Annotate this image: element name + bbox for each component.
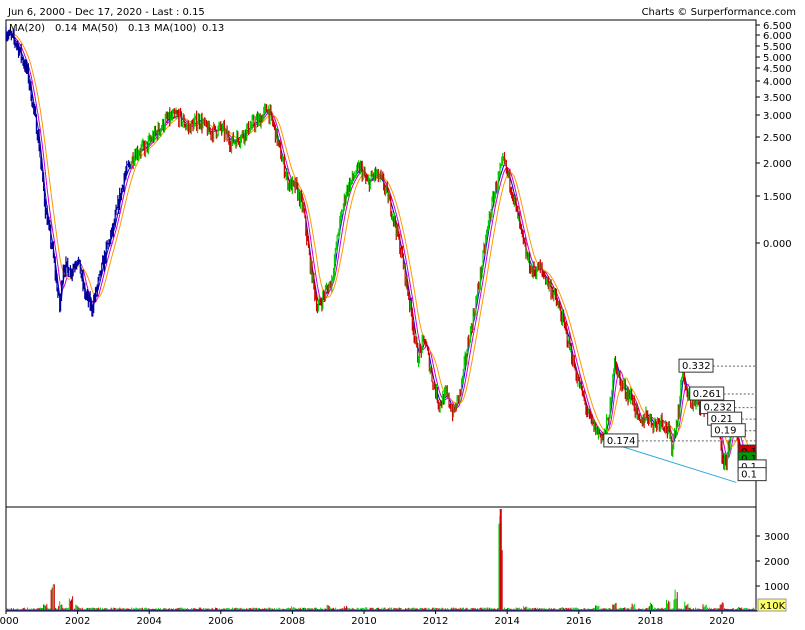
legend-ma100-label: MA(100) — [154, 23, 196, 34]
x-tick-label: 2012 — [423, 616, 448, 627]
credit-text: Charts © Surperformance.com — [642, 7, 796, 18]
x-tick-label: 2018 — [638, 616, 663, 627]
legend-ma100-value: 0.13 — [202, 23, 224, 34]
y-tick-label: 6.000 — [763, 31, 792, 42]
y-tick-label: 4.500 — [763, 64, 792, 75]
moving-averages-layer — [5, 30, 757, 464]
trendline-layer — [603, 440, 737, 483]
vol-tick-label: 2000 — [764, 557, 789, 568]
vol-tick-label: 3000 — [764, 532, 789, 543]
vol-tick-label: 1000 — [764, 582, 789, 593]
volume-unit-label: x10K — [760, 601, 786, 612]
volume-series-layer — [5, 509, 757, 611]
x-tick-label: 2014 — [494, 616, 519, 627]
price-label-text: 0.174 — [607, 436, 636, 447]
legend-ma50-value: 0.13 — [128, 23, 150, 34]
price-label-text: 0.332 — [682, 361, 711, 372]
y-tick-label: 3.000 — [763, 111, 792, 122]
volume-panel-frame — [5, 506, 757, 612]
x-axis-ticks: 2000 2002 2004 2006 2008 2010 2012 2014 2016 2018… — [0, 611, 735, 627]
y-tick-label: 2.000 — [763, 159, 792, 170]
legend-ma20-value: 0.14 — [55, 23, 77, 34]
y-tick-label: 6.500 — [763, 21, 792, 32]
x-tick-label: 2006 — [208, 616, 233, 627]
price-label-text: 0.21 — [711, 414, 733, 425]
support-trendline — [603, 440, 737, 483]
legend-ma50-label: MA(50) — [82, 23, 118, 34]
x-tick-label: 2002 — [65, 616, 90, 627]
ma100-line — [5, 30, 757, 456]
price-label-text: 0.232 — [704, 403, 733, 414]
y-tick-label: 1.500 — [763, 192, 792, 203]
price-label-box — [710, 423, 746, 438]
y-tick-label: 5.000 — [763, 53, 792, 64]
price-label-box — [603, 433, 639, 448]
y-tick-label: 3.500 — [763, 93, 792, 104]
price-label-box — [737, 467, 767, 482]
y-tick-label: 5.500 — [763, 42, 792, 53]
legend-ma20-label: MA(20) — [9, 23, 45, 34]
price-label-box — [689, 386, 725, 401]
x-tick-label: 2016 — [566, 616, 591, 627]
price-label-box — [678, 358, 714, 373]
ma20-line — [5, 30, 757, 464]
price-panel-frame — [5, 19, 757, 508]
y-tick-label: 4.000 — [763, 77, 792, 88]
price-label-text: 0.1 — [741, 470, 757, 481]
y-tick-label: 0.000 — [763, 239, 792, 250]
price-label-text: 0.261 — [693, 389, 722, 400]
volume-unit-box — [757, 598, 787, 612]
price-label-text: 0.19 — [714, 426, 736, 437]
x-tick-label: 2008 — [280, 616, 305, 627]
price-series-layer — [5, 26, 756, 471]
legend: MA(20) 0.14 MA(50) 0.13 MA(100) 0.13 — [9, 23, 224, 34]
ma50-line — [5, 30, 757, 459]
x-tick-label: 2004 — [136, 616, 161, 627]
y-tick-label: 2.500 — [763, 133, 792, 144]
x-tick-label: 2020 — [709, 616, 734, 627]
price-label-text: 0.1 — [741, 454, 757, 465]
x-tick-label: 2000 — [0, 616, 19, 627]
range-text: Jun 6, 2000 - Dec 17, 2020 - Last : 0.15 — [7, 7, 205, 18]
x-tick-label: 2010 — [351, 616, 376, 627]
